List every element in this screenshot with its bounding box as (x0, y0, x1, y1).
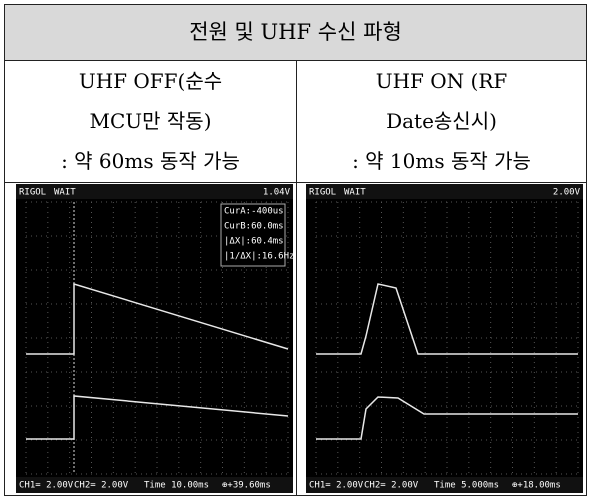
scope-brand: RIGOL (19, 188, 46, 198)
image-cell: CurA:-400us CurB:60.0ms |ΔX|:60.4ms |1/Δ… (4, 182, 297, 496)
scope-setting: CH1= 2.00V (309, 481, 364, 491)
cell-line: : 약 60ms 동작 가능 (5, 141, 296, 181)
scope-status: WAIT (344, 188, 366, 198)
cursor-readout: |1/ΔX|:16.6Hz (224, 252, 293, 262)
cursor-readout: CurB:60.0ms (224, 222, 284, 232)
scope-status: WAIT (54, 188, 76, 198)
cell-line: MCU만 작동) (5, 101, 296, 141)
scope-setting: ⊕+39.60ms (222, 481, 271, 491)
scope-setting: CH2= 2.00V (74, 481, 129, 491)
table-header: 전원 및 UHF 수신 파형 (4, 4, 587, 61)
scope-setting: CH2= 2.00V (364, 481, 419, 491)
scope-setting: Time 10.00ms (144, 481, 209, 491)
trigger-level: 2.00V (553, 188, 581, 198)
cell-line: UHF ON (RF (297, 61, 586, 101)
page: 전원 및 UHF 수신 파형 UHF OFF(순수 MCU만 작동) : 약 6… (0, 0, 590, 500)
trigger-level: 1.04V (263, 188, 291, 198)
scope-setting: Time 5.000ms (434, 481, 499, 491)
cell-line: UHF OFF(순수 (5, 61, 296, 101)
cursor-readout: CurA:-400us (224, 207, 284, 217)
cell: UHF ON (RF Date송신시) : 약 10ms 동작 가능 (296, 60, 587, 183)
scope-setting: ⊕+18.00ms (512, 481, 561, 491)
scope-brand: RIGOL (309, 188, 336, 198)
cell: UHF OFF(순수 MCU만 작동) : 약 60ms 동작 가능 (4, 60, 297, 183)
scope-setting: CH1= 2.00V (19, 481, 74, 491)
cursor-readout: |ΔX|:60.4ms (224, 237, 284, 247)
cell-line: Date송신시) (297, 101, 586, 141)
cell-line: : 약 10ms 동작 가능 (297, 141, 586, 181)
oscilloscope-screen: CurA:-400us CurB:60.0ms |ΔX|:60.4ms |1/Δ… (16, 184, 293, 493)
